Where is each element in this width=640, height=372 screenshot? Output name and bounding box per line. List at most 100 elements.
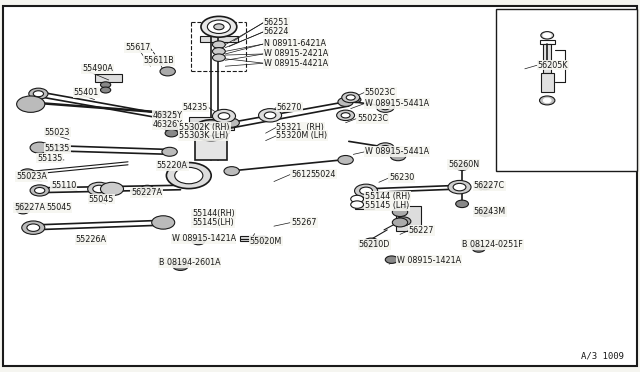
Text: 55045: 55045 (88, 195, 114, 203)
Bar (189, 117, 234, 130)
Circle shape (192, 237, 205, 245)
Text: 55110: 55110 (51, 182, 76, 190)
Circle shape (337, 110, 355, 121)
Text: 56251: 56251 (264, 18, 289, 27)
Text: 56205K: 56205K (538, 61, 568, 70)
Circle shape (376, 143, 394, 153)
Text: 55023C: 55023C (357, 114, 388, 123)
Text: 56227C: 56227C (474, 182, 505, 190)
Circle shape (218, 113, 230, 119)
Circle shape (381, 145, 390, 151)
Circle shape (17, 206, 29, 214)
Circle shape (160, 67, 175, 76)
Bar (496, 9, 637, 171)
Text: 55320M (LH): 55320M (LH) (276, 131, 328, 140)
Circle shape (207, 20, 230, 33)
Circle shape (93, 185, 106, 193)
Circle shape (472, 245, 485, 252)
Text: 46326Y: 46326Y (152, 120, 182, 129)
Text: W 08915-5441A: W 08915-5441A (365, 147, 429, 156)
Text: N 08911-6421A: N 08911-6421A (264, 39, 326, 48)
Text: W 08915-4421A: W 08915-4421A (264, 59, 328, 68)
Circle shape (35, 187, 45, 193)
Text: 56230: 56230 (389, 173, 414, 182)
Circle shape (17, 203, 29, 210)
Text: 55303K (LH): 55303K (LH) (179, 131, 228, 140)
Text: 56270: 56270 (276, 103, 302, 112)
Bar (240, 239, 266, 241)
Text: 55401: 55401 (74, 88, 99, 97)
Circle shape (193, 120, 229, 141)
Circle shape (338, 155, 353, 164)
Bar (396, 206, 421, 231)
Circle shape (351, 195, 364, 203)
Circle shape (159, 113, 176, 122)
Circle shape (175, 167, 203, 184)
Text: 55617: 55617 (125, 43, 150, 52)
Circle shape (540, 96, 555, 105)
Bar (240, 236, 266, 239)
Text: 56227A: 56227A (131, 188, 162, 197)
Circle shape (88, 182, 111, 196)
Circle shape (214, 24, 224, 30)
Bar (195, 119, 227, 160)
Text: 55490A: 55490A (82, 64, 113, 73)
Circle shape (341, 113, 350, 118)
Text: 46325Y: 46325Y (152, 111, 182, 120)
Text: 55020M: 55020M (250, 237, 282, 246)
Circle shape (212, 109, 236, 123)
Text: 55220A: 55220A (157, 161, 188, 170)
Circle shape (212, 41, 225, 48)
Circle shape (100, 87, 111, 93)
Circle shape (456, 163, 468, 170)
Text: B 08124-0251F: B 08124-0251F (462, 240, 523, 249)
Circle shape (390, 152, 406, 161)
Circle shape (392, 218, 408, 227)
Circle shape (30, 142, 49, 153)
Text: A/3 1009: A/3 1009 (581, 352, 624, 361)
Circle shape (479, 182, 492, 190)
Circle shape (141, 185, 154, 193)
Circle shape (17, 96, 45, 112)
Circle shape (264, 112, 276, 119)
Circle shape (212, 48, 225, 55)
Text: W 08915-2421A: W 08915-2421A (264, 49, 328, 58)
Bar (355, 195, 374, 209)
Circle shape (351, 201, 364, 208)
Circle shape (381, 105, 390, 110)
Circle shape (453, 183, 466, 191)
Circle shape (202, 125, 221, 136)
Text: 56227A: 56227A (14, 203, 45, 212)
Circle shape (152, 216, 175, 229)
Text: 55226A: 55226A (76, 235, 106, 244)
Text: 56224: 56224 (264, 27, 289, 36)
Text: 55024: 55024 (310, 170, 336, 179)
Circle shape (346, 95, 355, 100)
Circle shape (376, 102, 394, 112)
Circle shape (448, 180, 471, 194)
Bar (543, 44, 551, 73)
Circle shape (201, 16, 237, 37)
Text: 55023A: 55023A (16, 172, 47, 181)
Text: 56260N: 56260N (448, 160, 479, 169)
Text: 55135: 55135 (45, 144, 70, 153)
Text: 56121: 56121 (291, 170, 316, 179)
Circle shape (166, 163, 211, 189)
Circle shape (165, 125, 178, 132)
Circle shape (342, 92, 360, 103)
Circle shape (33, 91, 44, 97)
Text: 55023: 55023 (45, 128, 70, 137)
Circle shape (360, 187, 372, 195)
Circle shape (392, 208, 408, 217)
Text: 55145(LH): 55145(LH) (192, 218, 234, 227)
Bar (540, 40, 555, 44)
Text: W 08915-1421A: W 08915-1421A (397, 256, 461, 265)
Text: 55145 (LH): 55145 (LH) (365, 201, 409, 210)
Text: W 08915-5441A: W 08915-5441A (365, 99, 429, 108)
Circle shape (29, 88, 48, 99)
Circle shape (224, 167, 239, 176)
Circle shape (456, 200, 468, 208)
Bar (95, 74, 122, 82)
Circle shape (541, 32, 554, 39)
Text: 55144(RH): 55144(RH) (192, 209, 235, 218)
